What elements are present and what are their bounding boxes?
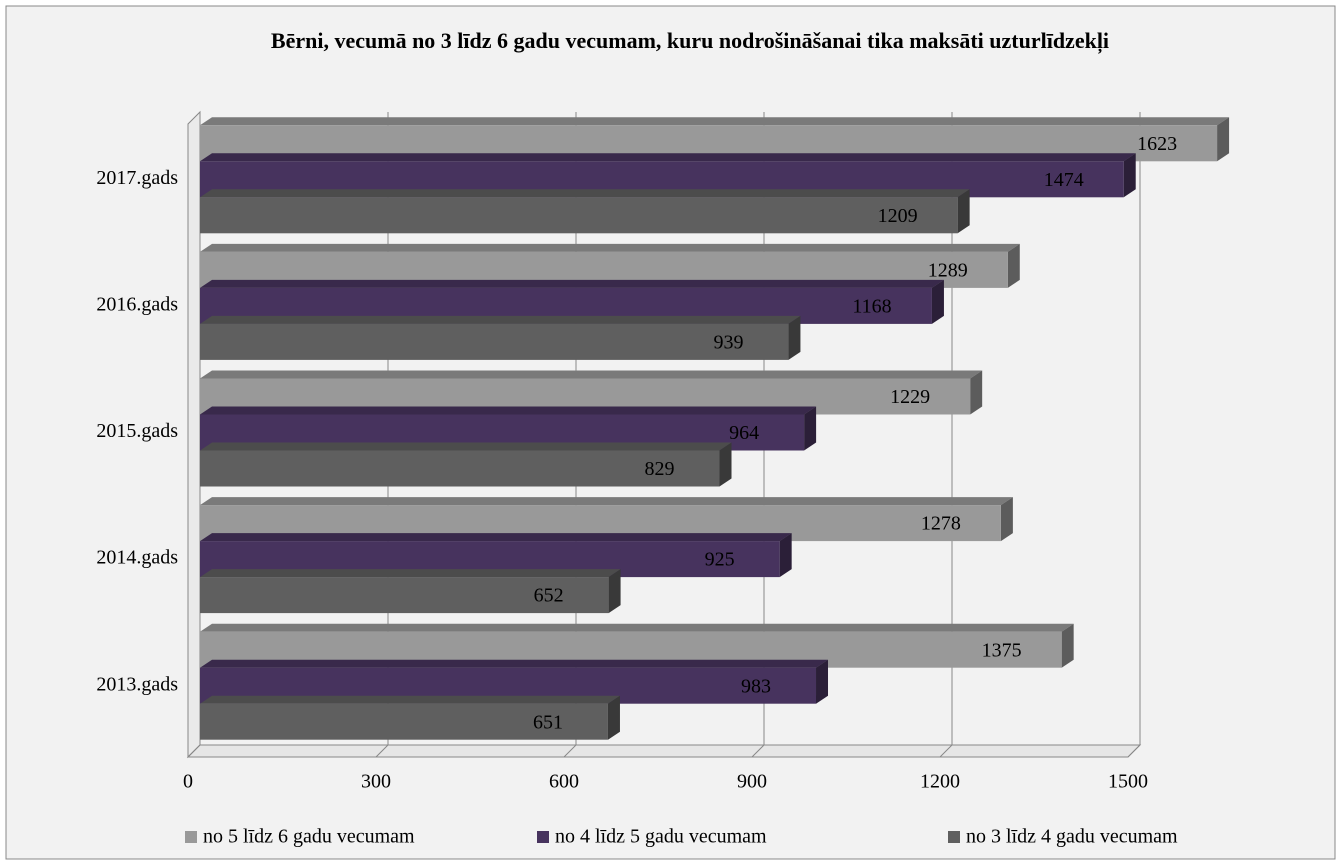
data-label: 939 (713, 331, 743, 353)
data-label: 1278 (921, 513, 961, 535)
x-tick-label: 1200 (920, 771, 960, 793)
data-label: 1168 (852, 295, 891, 317)
x-tick-label: 1500 (1108, 771, 1148, 793)
bar (200, 703, 608, 740)
legend-label: no 3 līdz 4 gadu vecumam (966, 826, 1178, 848)
grid-line-floor (939, 744, 953, 758)
bar-top (200, 189, 970, 198)
data-label: 1375 (982, 639, 1022, 661)
bar-top (200, 406, 817, 415)
grid-line-floor (187, 744, 201, 758)
data-label: 829 (645, 458, 675, 480)
bar-top (200, 279, 944, 288)
bar-top (200, 695, 620, 704)
bar-top (200, 117, 1230, 126)
bar-side (970, 370, 983, 415)
floor (186, 744, 1142, 758)
legend-swatch (537, 831, 549, 843)
bar-top (200, 243, 1020, 252)
bar-side (931, 279, 944, 324)
data-label: 652 (534, 585, 564, 607)
bar-top (200, 370, 983, 379)
y-tick-label: 2013.gads (96, 673, 178, 695)
bar-side (804, 406, 817, 451)
y-tick-label: 2014.gads (96, 547, 178, 569)
data-label: 983 (741, 675, 771, 697)
x-tick-label: 600 (549, 771, 579, 793)
bar (200, 323, 789, 360)
data-label: 1209 (878, 205, 918, 227)
x-tick-label: 0 (183, 771, 193, 793)
bar (200, 577, 609, 614)
bar-side (607, 695, 620, 740)
bar-side (1000, 497, 1013, 542)
bar-side (1217, 117, 1230, 162)
back-wall (187, 110, 201, 759)
grid-line-floor (375, 744, 389, 758)
bar-top (200, 569, 621, 578)
x-tick-label: 900 (737, 771, 767, 793)
grid-line-floor (563, 744, 577, 758)
legend-swatch (948, 831, 960, 843)
bar-side (719, 442, 732, 487)
bar-side (1061, 623, 1074, 668)
bar-side (816, 659, 829, 704)
bar-top (200, 623, 1074, 632)
legend-swatch (185, 831, 197, 843)
bar-top (200, 497, 1013, 506)
data-label: 964 (729, 422, 759, 444)
grid-line-floor (1127, 744, 1141, 758)
y-tick-label: 2017.gads (96, 167, 178, 189)
bar-side (1123, 153, 1136, 198)
data-label: 1474 (1044, 169, 1084, 191)
data-label: 1623 (1137, 133, 1177, 155)
bar-side (608, 569, 621, 614)
bar (200, 450, 720, 487)
grid-line-floor (751, 744, 765, 758)
bar-top (200, 533, 792, 542)
bar-top (200, 153, 1136, 162)
bar-side (788, 315, 801, 360)
bar-side (779, 533, 792, 578)
bar-top (200, 315, 801, 324)
chart-title: Bērni, vecumā no 3 līdz 6 gadu vecumam, … (270, 28, 1110, 53)
y-tick-label: 2015.gads (96, 420, 178, 442)
y-tick-label: 2016.gads (96, 293, 178, 315)
legend-label: no 4 līdz 5 gadu vecumam (555, 826, 767, 848)
bar-side (957, 189, 970, 234)
data-label: 1229 (890, 386, 930, 408)
x-tick-label: 300 (361, 771, 391, 793)
legend-label: no 5 līdz 6 gadu vecumam (203, 826, 415, 848)
data-label: 925 (705, 549, 735, 571)
bar-side (1007, 243, 1020, 288)
data-label: 1289 (928, 259, 968, 281)
data-label: 651 (533, 711, 563, 733)
bar-top (200, 659, 829, 668)
bar-top (200, 442, 732, 451)
bar (200, 197, 958, 234)
